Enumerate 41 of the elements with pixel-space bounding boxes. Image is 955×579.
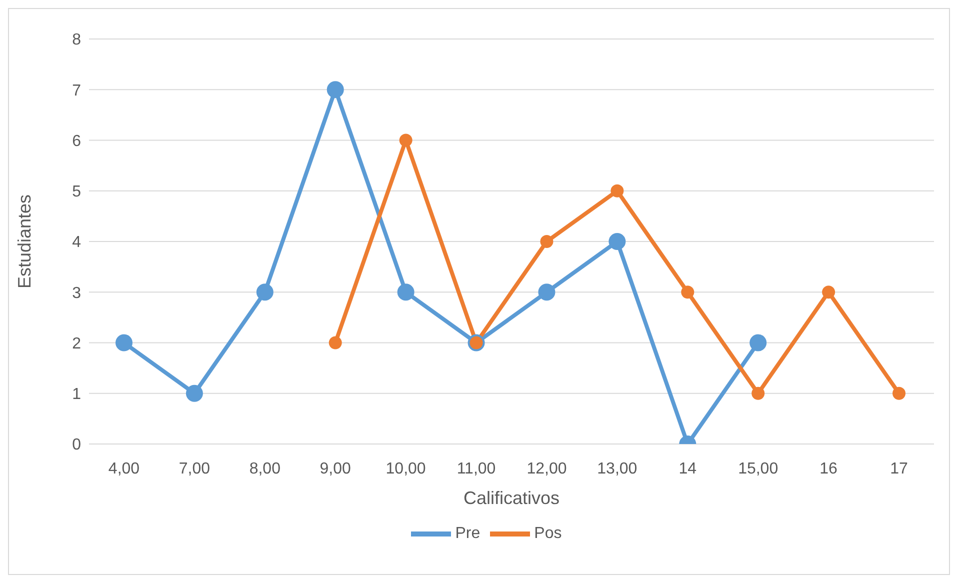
x-tick-label: 14 — [678, 460, 697, 478]
y-tick-label: 4 — [72, 234, 82, 252]
point — [116, 334, 132, 352]
point — [328, 336, 342, 350]
y-tick-label: 5 — [72, 184, 82, 201]
y-tick-label: 8 — [72, 32, 82, 49]
point — [540, 235, 554, 248]
x-tick-label: 7,00 — [178, 460, 210, 478]
point — [681, 286, 694, 299]
y-tick-label: 2 — [72, 335, 82, 352]
x-tick-label: 9,00 — [320, 460, 352, 478]
point — [892, 386, 906, 400]
point — [538, 284, 556, 301]
x-tick-label: 16 — [820, 460, 838, 478]
point — [397, 284, 414, 301]
x-tick-label: 11,00 — [456, 460, 496, 478]
point — [822, 286, 836, 299]
point — [326, 81, 344, 98]
y-tick-label: 6 — [72, 132, 82, 150]
x-tick-label: 4,00 — [108, 460, 140, 478]
y-tick-label: 1 — [72, 386, 82, 404]
x-tick-label: 15,00 — [738, 460, 778, 478]
x-tick-label: 10,00 — [386, 460, 426, 478]
point — [610, 184, 624, 198]
point — [256, 284, 274, 301]
legend-label: Pre — [455, 525, 480, 542]
y-tick-label: 0 — [72, 436, 82, 454]
legend-label: Pos — [534, 525, 562, 542]
x-tick-label: 13,00 — [597, 460, 638, 478]
point — [752, 386, 765, 400]
point — [186, 384, 203, 402]
x-axis-title: Calificativos — [463, 488, 560, 508]
y-tick-label: 7 — [72, 82, 82, 100]
y-tick-label: 3 — [72, 284, 82, 302]
x-tick-label: 17 — [890, 460, 908, 478]
x-tick-label: 12,00 — [526, 460, 567, 478]
point — [608, 233, 626, 250]
point — [750, 334, 767, 352]
point — [399, 134, 412, 147]
y-axis-title: Estudiantes — [14, 194, 34, 289]
x-tick-label: 8,00 — [249, 460, 281, 478]
